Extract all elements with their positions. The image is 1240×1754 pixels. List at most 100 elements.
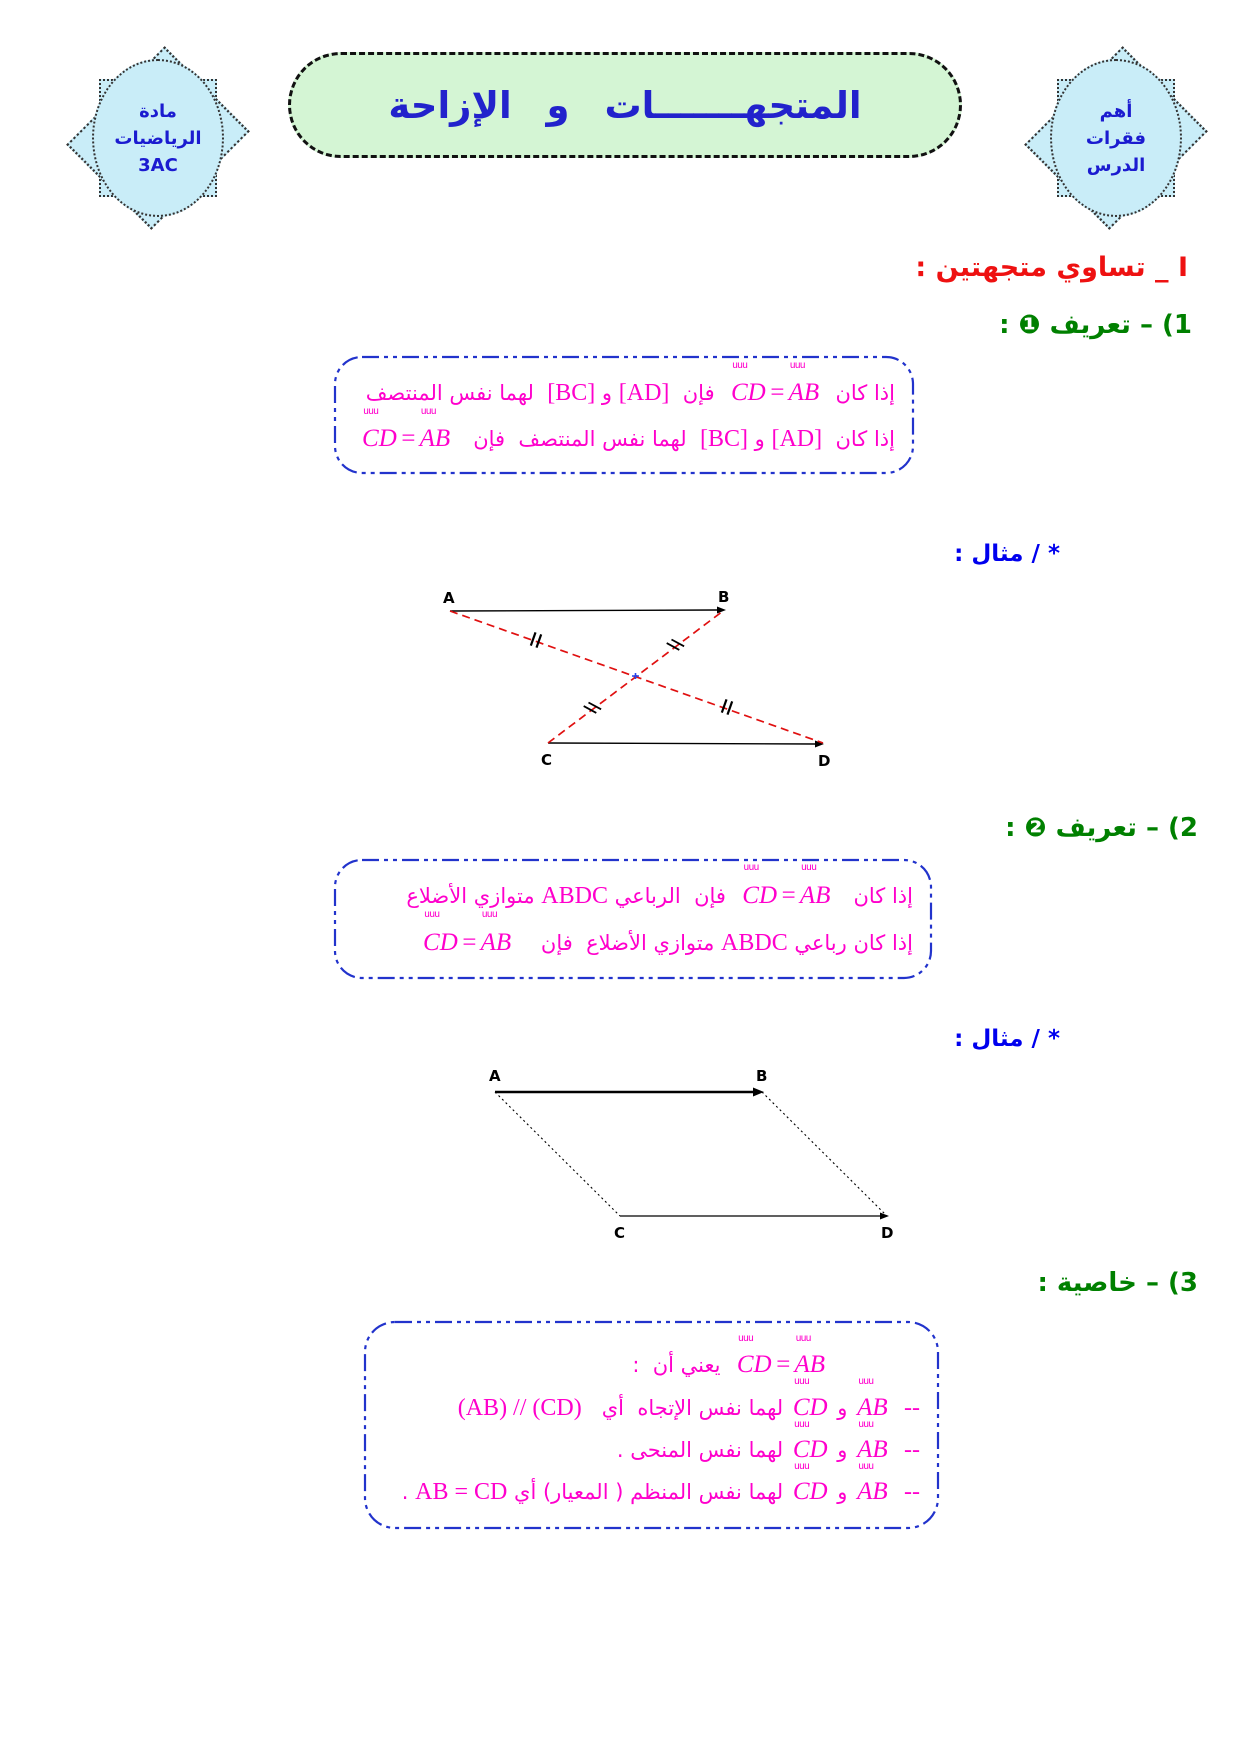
subject-badge: مادة الرياضيات 3AC: [66, 36, 250, 240]
vector-notation: uuu AB: [419, 406, 451, 453]
vector-notation: uuu AB: [857, 1376, 888, 1422]
tick-marks-ad-icon: [720, 699, 734, 715]
vector-arrow-mark-icon: uuu: [363, 406, 379, 417]
arabic-text: يعني أن :: [632, 1353, 734, 1377]
latin-text: [BC]: [699, 426, 748, 452]
badge-line: 3AC: [138, 154, 178, 176]
vector-arrow-mark-icon: uuu: [731, 360, 748, 371]
vector-arrow-mark-icon: uuu: [420, 406, 437, 417]
property-line4: -- uuu AB و uuu CD لهما نفس المنظم ( المعي…: [363, 1461, 920, 1514]
vector-notation: uuu CD: [423, 909, 458, 957]
arabic-text: متوازي الأضلاع فإن: [514, 931, 722, 955]
side-bd: [761, 1091, 888, 1217]
vector-notation: uuu CD: [792, 1461, 828, 1506]
arrowhead-d-icon: [880, 1212, 889, 1220]
point-label-c: C: [541, 751, 552, 769]
property-line3: -- uuu AB و uuu CD لهما نفس المنحى .: [363, 1420, 920, 1472]
property-line2: -- uuu AB و uuu CD لهما نفس الإتجاه أي (AB…: [363, 1376, 920, 1430]
vector-notation: uuu CD: [742, 862, 778, 910]
vector-arrow-mark-icon: uuu: [793, 1419, 810, 1430]
point-label-c: C: [614, 1224, 625, 1242]
latin-text: =: [774, 1351, 792, 1378]
arabic-text: إذا كان: [822, 427, 895, 451]
point-label-a: A: [489, 1067, 501, 1085]
vector-arrow-mark-icon: uuu: [737, 1333, 754, 1344]
figure-equal-vectors: A B C D: [443, 588, 830, 770]
latin-text: =: [768, 379, 786, 406]
vector-arrow-mark-icon: uuu: [743, 862, 759, 873]
tick-marks-cb-icon: [666, 638, 685, 651]
arabic-text: و: [830, 1396, 855, 1420]
latin-text: ABDC: [541, 883, 608, 909]
point-label-b: B: [718, 588, 729, 606]
arabic-text: و: [595, 381, 619, 405]
vector-notation: uuu AB: [480, 909, 512, 957]
topics-badge: أهم فقرات الدرس: [1024, 36, 1208, 240]
badge-line: الرياضيات: [114, 127, 202, 149]
latin-text: =: [780, 882, 797, 909]
vector-arrow-mark-icon: uuu: [795, 1333, 811, 1344]
vector-arrow-mark-icon: uuu: [424, 909, 440, 920]
segment-cd: [547, 742, 817, 745]
vector-notation: uuu AB: [857, 1461, 888, 1506]
vector-arrow-mark-icon: uuu: [858, 1376, 874, 1387]
vector-notation: uuu AB: [799, 862, 831, 910]
side-ac: [494, 1091, 621, 1217]
point-label-d: D: [881, 1224, 893, 1242]
definition2-line1: إذا كان uuu AB= uuu CD فإن الرباعي ABDC متو…: [333, 862, 913, 920]
arabic-text: متوازي الأضلاع: [406, 884, 542, 908]
point-label-a: A: [443, 589, 455, 607]
vector-arrow-mark-icon: uuu: [858, 1461, 874, 1472]
property-box: uuu AB= uuu CD يعني أن : -- uuu AB و uuu CD ل…: [363, 1320, 940, 1530]
arabic-text: [891, 1438, 904, 1462]
latin-text: AB = CD: [415, 1479, 508, 1505]
vector-arrow-mark-icon: uuu: [793, 1461, 810, 1472]
subject-badge-text: مادة الرياضيات 3AC: [70, 36, 246, 240]
arabic-text: .: [401, 1480, 416, 1504]
property-heading: 3) – خاصية :: [1037, 1268, 1198, 1298]
dash-dot-border: [333, 858, 933, 980]
arabic-text: لهما نفس المنتصف فإن: [453, 427, 700, 451]
definition2-box: إذا كان uuu AB= uuu CD فإن الرباعي ABDC متو…: [333, 858, 933, 980]
latin-text: =: [460, 929, 478, 956]
vector-notation: uuu CD: [736, 1333, 772, 1379]
arrowhead-b-icon: [717, 606, 726, 614]
latin-text: [BC]: [547, 380, 596, 406]
vector-notation: uuu AB: [788, 360, 820, 407]
tick-marks-cb-icon: [583, 701, 602, 714]
segment-ab: [449, 609, 719, 612]
latin-text: --: [904, 1479, 920, 1505]
latin-text: [AD]: [618, 380, 670, 406]
vector-notation: uuu AB: [794, 1333, 825, 1379]
point-label-b: B: [756, 1067, 767, 1085]
vector-arrow-mark-icon: uuu: [793, 1376, 810, 1387]
section1-heading: I _ تساوي متجهتين :: [915, 252, 1188, 283]
badge-circle: [1050, 59, 1182, 217]
arabic-text: [891, 1480, 904, 1504]
arabic-text: إذا كان: [833, 884, 913, 908]
badge-line: الدرس: [1086, 154, 1146, 176]
arabic-text: و: [830, 1438, 855, 1462]
point-label-d: D: [818, 752, 830, 770]
definition2-line2: إذا كان رباعي ABDC متوازي الأضلاع فإن uu…: [333, 909, 913, 967]
arabic-text: لهما نفس المنحى .: [616, 1438, 790, 1462]
badge-line: أهم: [1099, 100, 1133, 122]
badge-circle: [92, 59, 224, 217]
arabic-text: فإن الرباعي: [607, 884, 740, 908]
arabic-text: لهما نفس المنتصف: [365, 381, 548, 405]
latin-text: =: [399, 425, 417, 452]
midpoint-mark-icon: [632, 673, 639, 679]
vector-notation: uuu CD: [362, 406, 397, 453]
latin-text: --: [904, 1437, 920, 1463]
vector-arrow-mark-icon: uuu: [800, 862, 817, 873]
vector-notation: uuu CD: [792, 1376, 828, 1422]
definition1-line2: إذا كان [AD] و [BC] لهما نفس المنتصف فإن…: [333, 406, 895, 463]
definition2-heading: 2) – تعريف ❷ :: [1005, 813, 1198, 843]
arrowhead-b-icon: [753, 1087, 764, 1097]
badge-line: فقرات: [1085, 127, 1147, 149]
vector-arrow-mark-icon: uuu: [789, 360, 806, 371]
arabic-text: إذا كان رباعي: [787, 931, 913, 955]
figure-parallelogram: A B C D: [489, 1067, 893, 1242]
arabic-text: [891, 1396, 904, 1420]
